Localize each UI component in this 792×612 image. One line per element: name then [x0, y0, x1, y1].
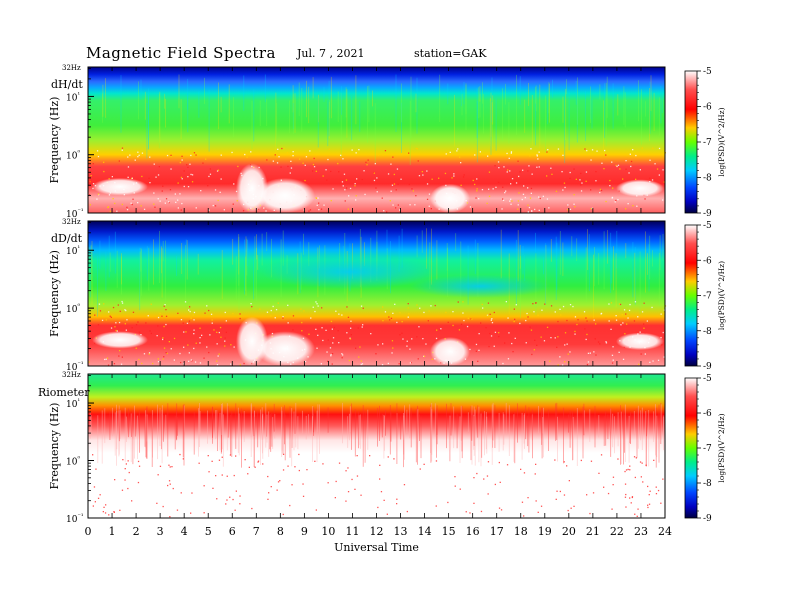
colorbar-tick-label: -8 — [703, 174, 712, 184]
colorbar-tick-label: -9 — [703, 362, 712, 372]
x-tick-label: 18 — [514, 525, 528, 538]
colorbar-tick-label: -5 — [703, 374, 712, 384]
x-axis-label: Universal Time — [334, 541, 419, 554]
colorbar-tick-label: -9 — [703, 514, 712, 524]
y-tick-label: 10⁰ — [66, 455, 80, 468]
y-axis-label: Frequency (Hz) — [48, 403, 61, 490]
heatmap-texture — [89, 402, 665, 518]
x-tick-label: 4 — [181, 525, 188, 538]
colorbar-tick-label: -6 — [703, 103, 712, 113]
x-tick-label: 13 — [394, 525, 408, 538]
date-label: Jul. 7 , 2021 — [297, 47, 365, 60]
x-tick-label: 3 — [157, 525, 164, 538]
x-tick-label: 2 — [133, 525, 140, 538]
colorbar-tick-label: -6 — [703, 409, 712, 419]
y-tick-label: 10¹ — [66, 397, 80, 410]
spectrogram-panel-3: 10⁻¹ 10⁰ 10¹ 32Hz Riometer Frequency (Hz) -5 -6… — [38, 371, 726, 525]
heatmap-image — [88, 374, 665, 518]
chart-title: Magnetic Field Spectra — [86, 44, 276, 62]
x-tick-label: 22 — [610, 525, 624, 538]
x-tick-label: 19 — [538, 525, 552, 538]
colorbar-tick-label: -9 — [703, 209, 712, 219]
y-tick-label: 10⁻¹ — [66, 512, 84, 525]
panel-label: Riometer — [38, 386, 90, 399]
y-tick-label: 10⁰ — [66, 302, 80, 315]
colorbar-label: log(PSD)(V^2/Hz) — [717, 107, 726, 176]
heatmap-image — [88, 221, 665, 366]
x-tick-label: 5 — [205, 525, 212, 538]
x-axis: 0 1 2 3 4 5 6 7 8 9 10 11 12 13 14 15 16 17 18 19 20 21 22 23 24… — [85, 525, 673, 554]
x-tick-label: 24 — [658, 525, 672, 538]
colorbar-tick-label: -7 — [703, 138, 712, 148]
y-axis-label: Frequency (Hz) — [48, 250, 61, 337]
heatmap-texture — [88, 228, 667, 366]
x-tick-label: 21 — [586, 525, 600, 538]
heatmap-texture — [88, 74, 666, 213]
x-tick-label: 0 — [85, 525, 92, 538]
x-tick-label: 10 — [321, 525, 335, 538]
top-frequency-label: 32Hz — [62, 218, 81, 226]
x-tick-label: 17 — [490, 525, 504, 538]
x-tick-label: 7 — [253, 525, 260, 538]
colorbar — [684, 70, 698, 214]
y-tick-label: 10¹ — [66, 244, 80, 257]
colorbar-tick-label: -7 — [703, 292, 712, 302]
x-tick-label: 14 — [418, 525, 432, 538]
colorbar — [684, 377, 698, 519]
x-tick-label: 9 — [301, 525, 308, 538]
panel-label: dD/dt — [51, 232, 83, 245]
panel-label: dH/dt — [51, 78, 83, 91]
station-label: station=GAK — [414, 47, 487, 60]
y-tick-label: 10⁰ — [66, 149, 80, 162]
x-tick-label: 8 — [277, 525, 284, 538]
colorbar-label: log(PSD)(V^2/Hz) — [717, 261, 726, 330]
x-tick-label: 12 — [370, 525, 384, 538]
x-tick-label: 1 — [109, 525, 116, 538]
colorbar-tick-label: -5 — [703, 221, 712, 231]
colorbar-tick-label: -5 — [703, 67, 712, 77]
colorbar-tick-label: -6 — [703, 256, 712, 266]
colorbar-label: log(PSD)(V^2/Hz) — [717, 413, 726, 482]
colorbar-tick-label: -7 — [703, 444, 712, 454]
colorbar-tick-label: -8 — [703, 327, 712, 337]
colorbar — [684, 224, 698, 367]
x-tick-label: 15 — [442, 525, 456, 538]
top-frequency-label: 32Hz — [62, 64, 81, 72]
x-tick-label: 23 — [634, 525, 648, 538]
colorbar-tick-label: -8 — [703, 479, 712, 489]
x-tick-label: 6 — [229, 525, 236, 538]
y-axis-label: Frequency (Hz) — [48, 97, 61, 184]
x-tick-label: 20 — [562, 525, 576, 538]
top-frequency-label: 32Hz — [62, 371, 81, 379]
heatmap-image — [88, 67, 665, 213]
y-tick-label: 10¹ — [66, 90, 80, 103]
x-tick-label: 16 — [466, 525, 480, 538]
x-tick-label: 11 — [345, 525, 359, 538]
